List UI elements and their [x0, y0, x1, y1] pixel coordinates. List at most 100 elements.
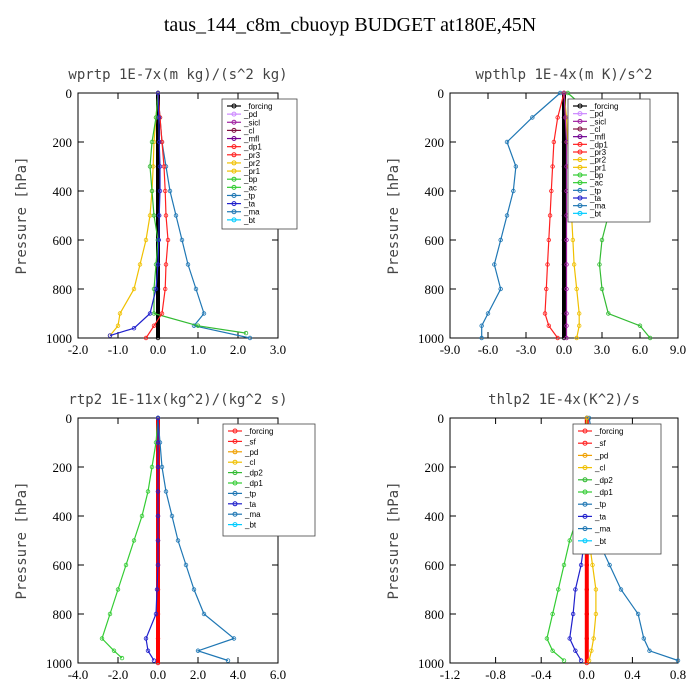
data-point [155, 90, 161, 96]
y-tick-label: 600 [425, 558, 445, 573]
data-point [159, 139, 165, 145]
data-point [641, 636, 646, 641]
data-point [561, 658, 567, 663]
data-point [115, 587, 121, 592]
data-point [139, 513, 145, 519]
legend-label: _bt [589, 209, 602, 218]
legend-label: _dp1 [243, 143, 262, 152]
x-tick-label: 0.4 [624, 667, 641, 682]
data-point [157, 164, 163, 169]
data-point [162, 188, 168, 194]
data-point [243, 330, 249, 336]
data-point [589, 648, 594, 653]
panel-3: rtp2 1E-11x(kg^2)/(kg^2 s) Pressure [hPa]… [14, 392, 316, 682]
legend-label: _pr1 [589, 163, 607, 172]
x-tick-label: -0.4 [531, 667, 552, 682]
data-point [498, 237, 503, 243]
legend-marker [582, 428, 588, 434]
legend-marker [577, 210, 583, 216]
legend-label: _ma [589, 202, 606, 211]
data-point [153, 286, 159, 292]
data-point [119, 655, 125, 661]
legend-marker [577, 134, 583, 140]
data-point [131, 538, 137, 543]
data-point [561, 90, 567, 96]
data-point [546, 237, 551, 243]
data-point [151, 323, 157, 328]
legend-marker [577, 195, 583, 201]
legend-marker [577, 187, 583, 193]
legend-label: _pr2 [243, 159, 261, 168]
legend-marker [577, 149, 583, 155]
data-point [169, 513, 175, 519]
series-line-tp [157, 417, 236, 662]
y-tick-label: 600 [53, 558, 73, 573]
data-point [570, 611, 576, 617]
legend-label: _ma [244, 510, 261, 519]
y-tick-label: 1000 [418, 331, 444, 346]
y-tick-label: 400 [53, 509, 73, 524]
legend-label: _bp [589, 171, 604, 180]
data-point [550, 648, 555, 653]
panel-4: thlp2 1E-4x(K^2)/s Pressure [hPa] -1.2 -0.8… [386, 392, 686, 682]
legend-label: _tp [243, 191, 256, 200]
legend-label: _sf [594, 439, 606, 448]
data-point [564, 311, 569, 316]
data-point [131, 286, 137, 292]
panel-title: rtp2 1E-11x(kg^2)/(kg^2 s) [68, 392, 287, 408]
data-point [147, 311, 153, 316]
data-point [593, 611, 599, 617]
legend-label: _pd [594, 451, 608, 460]
data-point [530, 115, 535, 120]
legend-label: _dp1 [594, 488, 613, 497]
data-point [155, 636, 161, 641]
y-tick-label: 200 [53, 135, 73, 150]
data-point [155, 262, 161, 267]
legend-marker [577, 180, 583, 186]
data-point [584, 660, 589, 666]
data-point [155, 489, 161, 494]
x-tick-label: -4.0 [68, 667, 89, 682]
legend-label: _bt [243, 216, 256, 225]
data-point [599, 286, 605, 292]
data-point [156, 213, 162, 218]
legend-marker [577, 111, 583, 117]
legend-marker [231, 136, 237, 142]
x-tick-label: 6.0 [632, 342, 648, 357]
y-axis-label: Pressure [hPa] [14, 481, 30, 599]
y-tick-label: 0 [66, 411, 73, 426]
legend-label: _mfl [243, 135, 259, 144]
data-point [584, 636, 589, 641]
data-point [647, 335, 653, 341]
legend-marker [582, 452, 588, 458]
data-point [201, 611, 207, 617]
data-point [564, 335, 569, 341]
y-tick-label: 400 [425, 184, 445, 199]
data-point [173, 213, 179, 218]
data-point [99, 636, 105, 641]
legend-label: _pr3 [589, 148, 607, 157]
y-tick-label: 200 [425, 135, 445, 150]
data-point [561, 188, 567, 194]
legend-label: _dp1 [244, 479, 263, 488]
legend-label: _pr2 [589, 156, 607, 165]
panel-title: wpthlp 1E-4x(m K)/s^2 [475, 67, 652, 83]
data-point [195, 648, 201, 653]
legend-marker [582, 513, 588, 519]
data-point [117, 311, 123, 316]
data-point [143, 335, 149, 341]
legend-label: _ta [244, 500, 257, 509]
data-point [574, 335, 579, 341]
data-point [597, 262, 602, 267]
data-point [155, 513, 161, 519]
y-tick-label: 1000 [46, 331, 72, 346]
data-point [577, 311, 582, 316]
x-tick-label: 6.0 [270, 667, 286, 682]
data-point [561, 262, 567, 267]
data-point [607, 562, 612, 568]
data-point [115, 323, 121, 328]
data-point [155, 538, 161, 543]
data-point [492, 262, 497, 267]
x-tick-label: 0.8 [670, 667, 686, 682]
y-axis-label: Pressure [hPa] [14, 156, 30, 274]
